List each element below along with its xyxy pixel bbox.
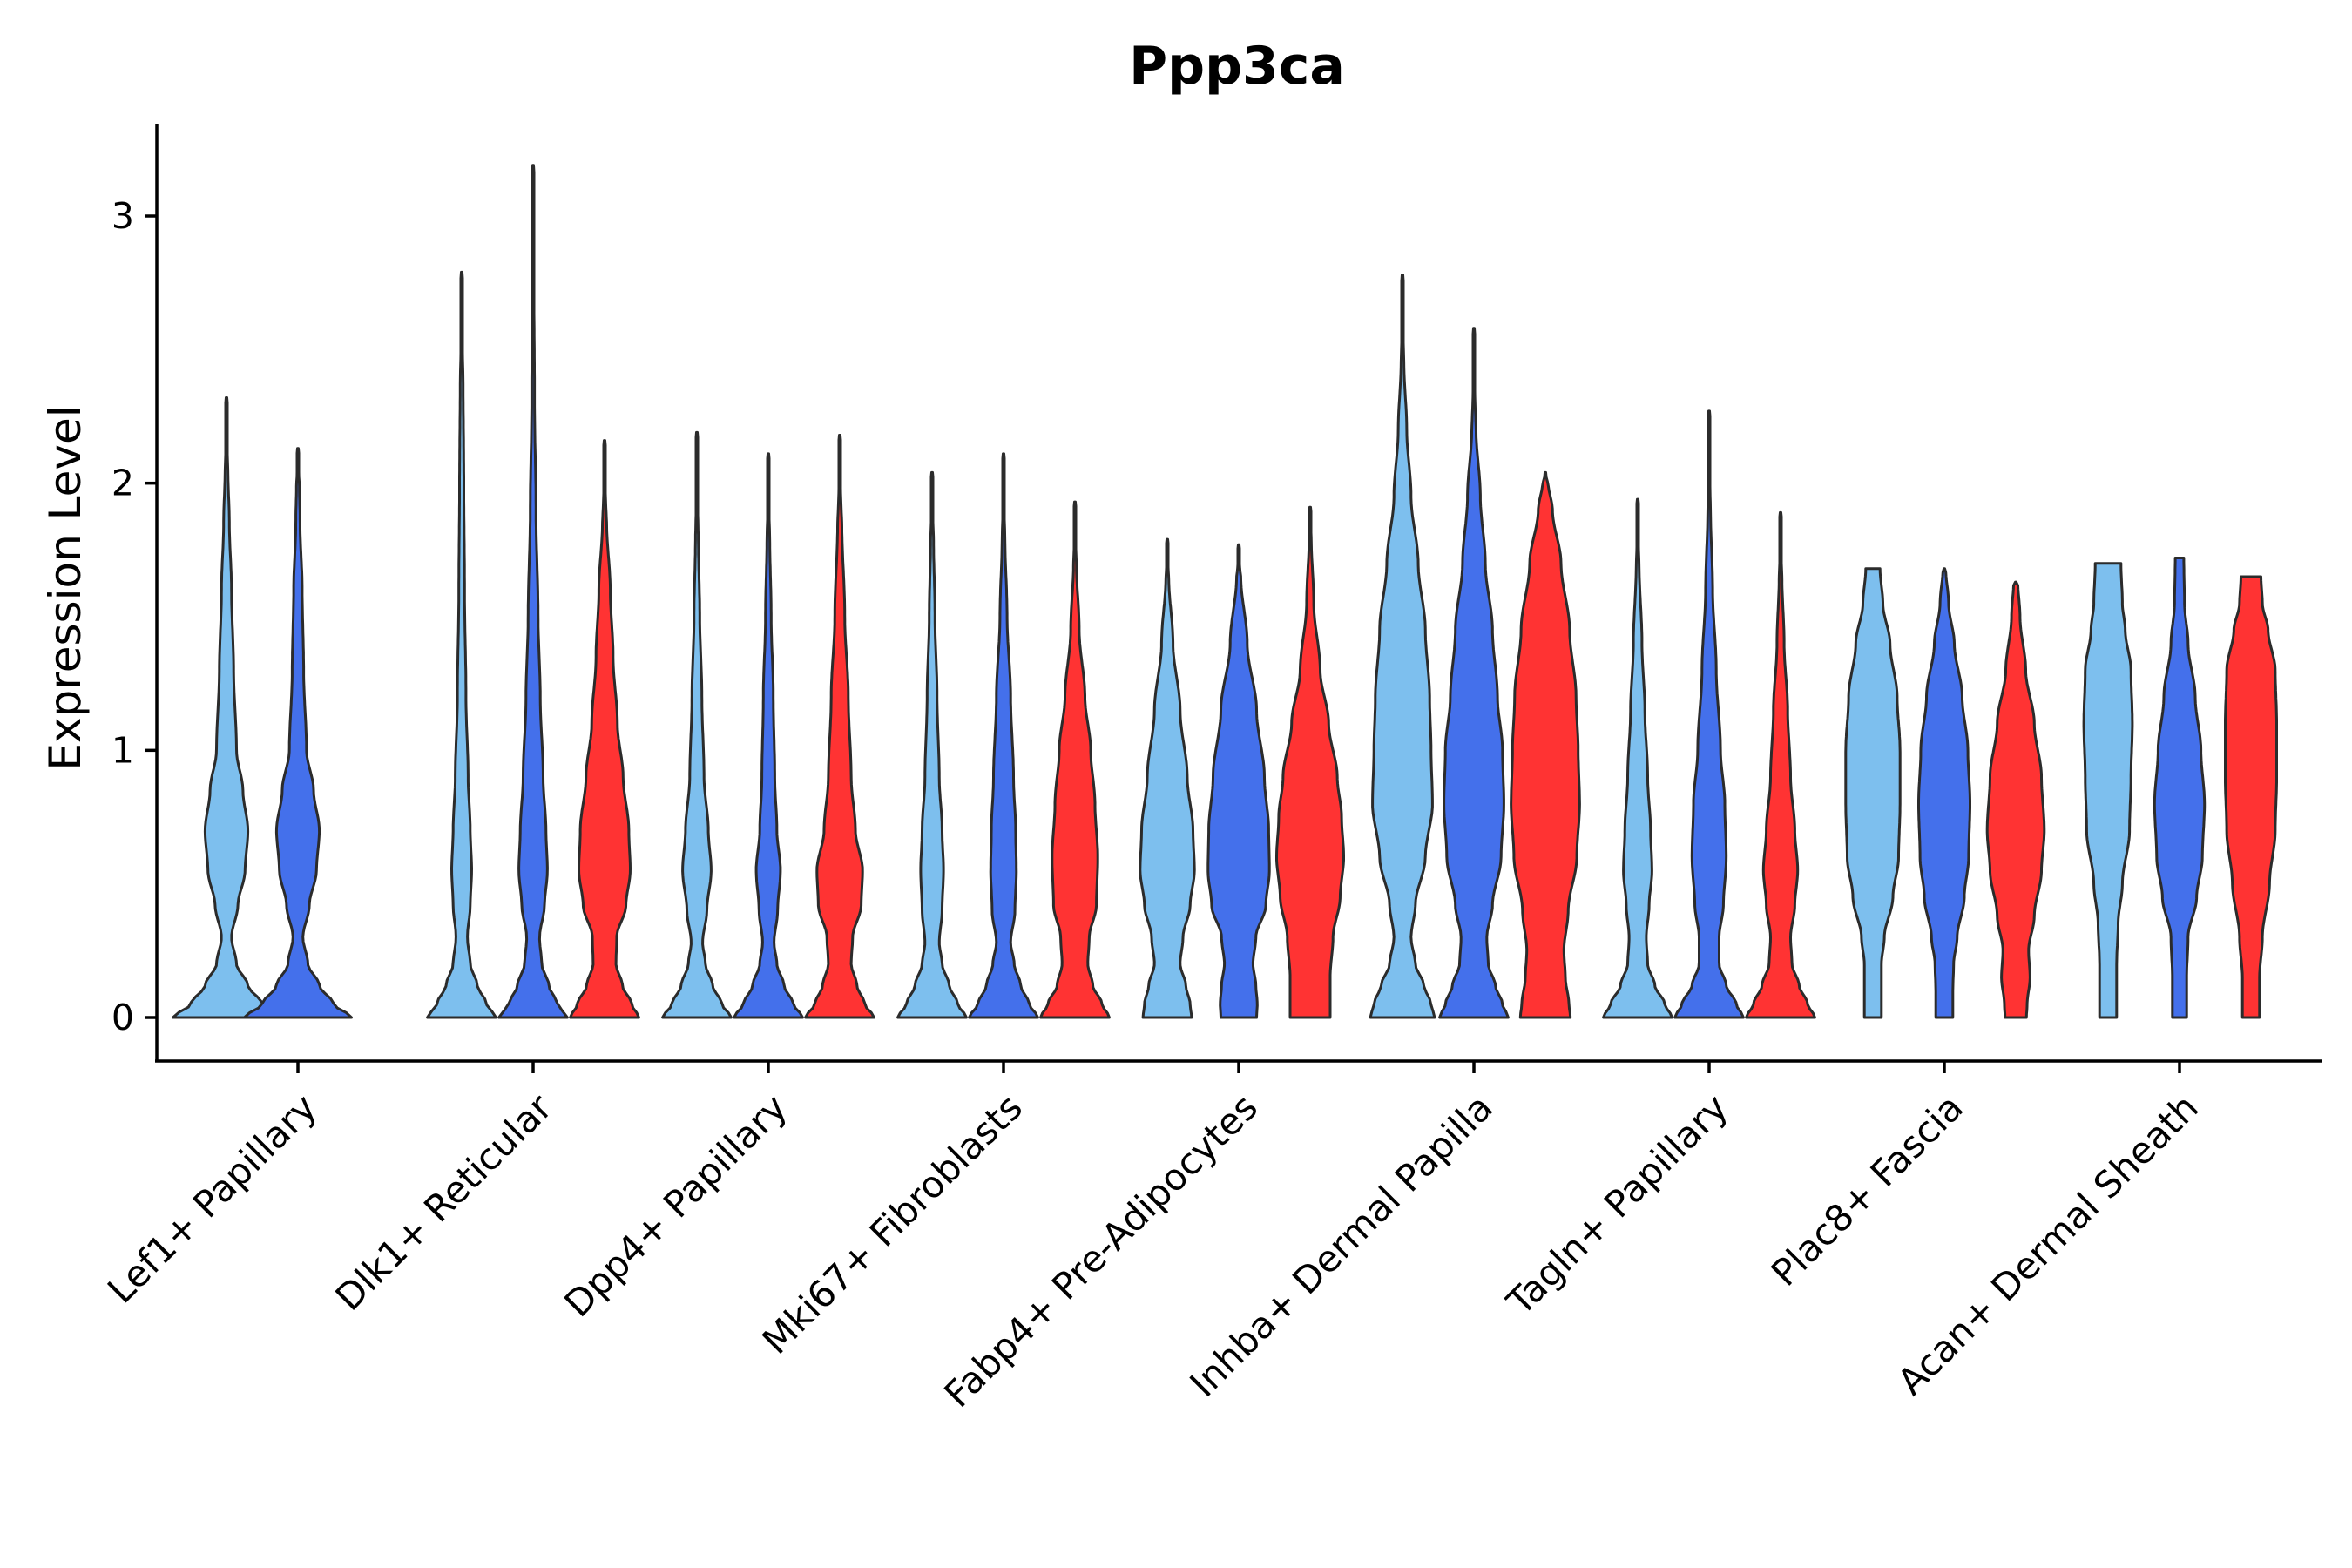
violin-shape (243, 447, 353, 1019)
violin-layer (172, 164, 2278, 1019)
violin-shape (1206, 543, 1271, 1019)
violin-shape (968, 452, 1039, 1019)
violin-shape (1673, 409, 1745, 1019)
violin-shape (1510, 470, 1581, 1019)
violin-shape (1438, 327, 1510, 1019)
violin-shape (497, 164, 569, 1019)
y-axis-label: Expression Level (40, 405, 91, 770)
x-category-label: Mki67+ Fibroblasts (754, 1085, 1031, 1362)
x-category-label: Dlk1+ Reticular (328, 1085, 561, 1319)
violin-shape (2082, 562, 2134, 1019)
y-ticks: 0 1 2 3 (112, 195, 157, 1038)
violin-shape (1917, 567, 1971, 1019)
violin-shape (1369, 274, 1436, 1019)
violin-shape (1039, 500, 1111, 1019)
violin-shape (1745, 510, 1816, 1019)
violin-shape (896, 470, 968, 1019)
chart-title: Ppp3ca (1129, 36, 1345, 97)
violin-shape (1844, 567, 1902, 1019)
x-category-label: Lef1+ Papillary (99, 1085, 325, 1311)
y-tick-label: 2 (112, 463, 134, 504)
violin-shape (733, 452, 804, 1019)
violin-shape (804, 434, 875, 1019)
violin-shape (2153, 557, 2207, 1019)
violin-shape (1985, 580, 2046, 1019)
violin-shape (1602, 497, 1673, 1019)
x-category-label: Tagln+ Papillary (1498, 1085, 1736, 1323)
violin-shape (2224, 575, 2278, 1019)
x-category-label: Dpp4+ Papillary (556, 1085, 795, 1325)
violin-shape (569, 439, 640, 1019)
violin-shape (426, 270, 497, 1019)
y-tick-label: 0 (112, 997, 134, 1038)
violin-shape (1275, 505, 1345, 1019)
y-tick-label: 3 (112, 195, 134, 237)
x-category-label: Plac8+ Fascia (1763, 1085, 1971, 1294)
violin-shape (172, 396, 281, 1019)
y-tick-label: 1 (112, 729, 134, 771)
violin-shape (661, 430, 733, 1019)
violin-shape (1139, 537, 1196, 1019)
